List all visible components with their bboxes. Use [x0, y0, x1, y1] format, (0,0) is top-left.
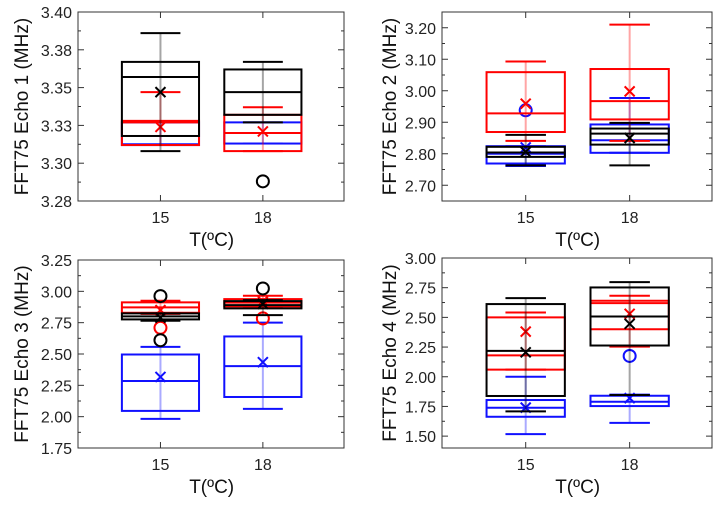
mean-marker [257, 298, 269, 310]
mean-marker [623, 132, 636, 144]
box-black-18 [589, 121, 670, 167]
x-axis-title: T(ºC) [189, 230, 234, 251]
box-blue-15 [485, 375, 566, 436]
y-tick-label: 3.00 [41, 284, 72, 301]
mean-marker [154, 121, 167, 133]
box-iqr [120, 353, 201, 412]
series-black [120, 32, 303, 189]
y-tick-label: 2.50 [405, 310, 436, 327]
y-tick-label: 3.38 [41, 43, 72, 60]
y-tick-label: 2.70 [405, 178, 436, 195]
box-black-18 [589, 281, 670, 397]
mean-marker [519, 346, 532, 358]
box-red-18 [589, 23, 670, 142]
box-blue-18 [223, 321, 303, 410]
box-black-18 [223, 60, 303, 189]
x-axis-title: T(ºC) [555, 230, 600, 251]
y-tick-label: 3.35 [41, 81, 72, 98]
y-tick-label: 3.33 [41, 118, 72, 135]
plot-frame [441, 257, 713, 449]
panel-4: 3.00 2.75 2.50 2.25 2.00 1.75 1.50 15 18 T(ºC) FFT… [380, 251, 713, 498]
outlier-point [153, 333, 168, 348]
x-tick-label: 15 [152, 210, 170, 227]
mean-marker [519, 146, 532, 158]
box-iqr [589, 127, 670, 146]
y-axis-title: FFT75 Echo 2 (MHz) [380, 18, 401, 195]
x-tick-label: 15 [517, 457, 535, 474]
y-tick-label: 3.00 [405, 251, 436, 268]
mean-marker [623, 85, 636, 98]
y-tick-label: 2.00 [41, 410, 72, 427]
mean-marker [257, 356, 269, 368]
box-blue-15 [120, 345, 201, 420]
outlier-point [255, 311, 270, 326]
mean-marker [154, 311, 167, 324]
series-blue [120, 321, 303, 420]
series-red [485, 23, 670, 142]
y-tick-label: 2.25 [405, 340, 436, 357]
x-axis-title: T(ºC) [555, 477, 600, 498]
box-iqr [589, 68, 670, 121]
x-tick-label: 18 [621, 210, 639, 227]
mean-marker [623, 318, 636, 330]
box-black-15 [120, 32, 201, 153]
y-tick-label: 2.75 [41, 316, 72, 333]
panel-3: 3.25 3.00 2.75 2.50 2.25 2.00 1.75 15 18 T(ºC) FFT… [12, 253, 345, 498]
y-tick-label: 3.28 [41, 194, 72, 211]
outlier-point [255, 281, 270, 296]
y-tick-label: 3.10 [405, 52, 436, 69]
series-red [485, 294, 670, 371]
mean-marker [154, 86, 167, 98]
y-axis-title: FFT75 Echo 4 (MHz) [380, 264, 401, 441]
y-tick-label: 3.25 [41, 253, 72, 270]
mean-marker [154, 371, 167, 383]
box-black-18 [223, 281, 303, 317]
x-tick-label: 18 [254, 210, 272, 227]
box-iqr [485, 71, 566, 134]
box-iqr [120, 60, 201, 137]
y-tick-label: 3.20 [405, 21, 436, 38]
series-black [485, 281, 670, 413]
outlier-point [153, 289, 168, 304]
series-black [120, 281, 303, 348]
y-axis-title: FFT75 Echo 3 (MHz) [12, 265, 33, 442]
box-black-15 [485, 133, 566, 167]
y-tick-label: 2.25 [41, 378, 72, 395]
y-tick-label: 2.80 [405, 147, 436, 164]
x-tick-label: 18 [621, 457, 639, 474]
y-axis-title: FFT75 Echo 1 (MHz) [12, 18, 33, 195]
plot-frame [441, 11, 713, 202]
plot-frame [77, 11, 345, 202]
y-tick-label: 3.30 [41, 156, 72, 173]
panel-2: 3.20 3.10 3.00 2.90 2.80 2.70 15 18 T(ºC) FFT75 E… [380, 11, 713, 251]
outlier-point [153, 320, 168, 335]
y-tick-label: 2.90 [405, 115, 436, 132]
y-tick-label: 1.75 [405, 399, 436, 416]
x-tick-label: 18 [254, 457, 272, 474]
y-tick-label: 2.00 [405, 370, 436, 387]
x-tick-label: 15 [152, 457, 170, 474]
mean-marker [257, 125, 269, 138]
y-tick-label: 2.50 [41, 347, 72, 364]
outlier-point [255, 174, 270, 189]
series-black [485, 121, 670, 167]
outlier-point [622, 348, 637, 363]
y-tick-label: 1.50 [405, 429, 436, 446]
series-red [120, 91, 303, 153]
series-blue [485, 348, 670, 436]
box-black-15 [485, 297, 566, 413]
y-tick-label: 1.75 [41, 441, 72, 458]
x-tick-label: 15 [517, 210, 535, 227]
box-black-15 [120, 289, 201, 348]
mean-marker [519, 97, 532, 110]
y-tick-label: 3.40 [41, 5, 72, 22]
mean-marker [519, 325, 532, 338]
plot-frame [77, 259, 345, 449]
box-red-15 [485, 60, 566, 142]
panel-1: 3.40 3.38 3.35 3.33 3.30 3.28 15 18 T(ºC) FFT75 E… [12, 5, 345, 251]
x-axis-title: T(ºC) [189, 477, 234, 498]
y-tick-label: 2.75 [405, 281, 436, 298]
y-tick-label: 3.00 [405, 84, 436, 101]
